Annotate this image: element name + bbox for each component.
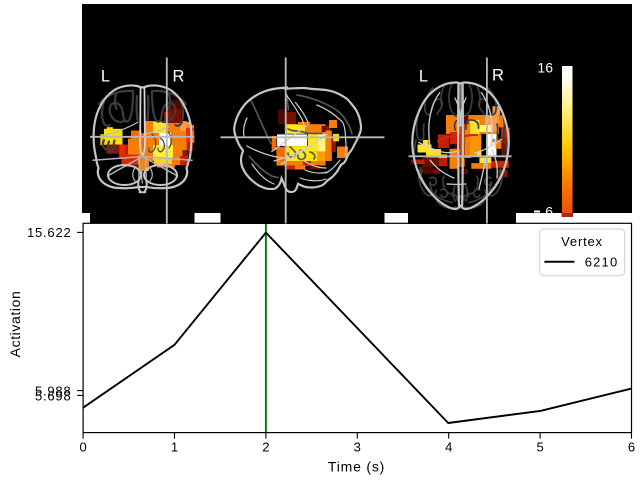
svg-text:1: 1 bbox=[171, 440, 178, 455]
svg-text:6210: 6210 bbox=[585, 255, 619, 270]
svg-text:L: L bbox=[419, 68, 428, 86]
svg-text:6: 6 bbox=[545, 204, 553, 220]
svg-text:0: 0 bbox=[79, 440, 86, 455]
svg-text:2: 2 bbox=[262, 440, 269, 455]
svg-text:5.698: 5.698 bbox=[35, 388, 72, 403]
svg-text:5: 5 bbox=[536, 440, 543, 455]
svg-text:R: R bbox=[492, 67, 504, 85]
svg-text:Vertex: Vertex bbox=[561, 234, 603, 249]
svg-text:4: 4 bbox=[445, 440, 452, 455]
svg-text:L: L bbox=[101, 68, 110, 86]
svg-text:3: 3 bbox=[354, 440, 361, 455]
svg-text:5.988: 5.988 bbox=[35, 383, 72, 398]
svg-text:15.622: 15.622 bbox=[27, 225, 72, 240]
svg-text:Activation: Activation bbox=[7, 291, 23, 358]
svg-text:6: 6 bbox=[628, 440, 635, 455]
svg-text:R: R bbox=[173, 68, 185, 86]
svg-text:16: 16 bbox=[537, 60, 553, 76]
svg-text:Time (s): Time (s) bbox=[328, 459, 385, 475]
